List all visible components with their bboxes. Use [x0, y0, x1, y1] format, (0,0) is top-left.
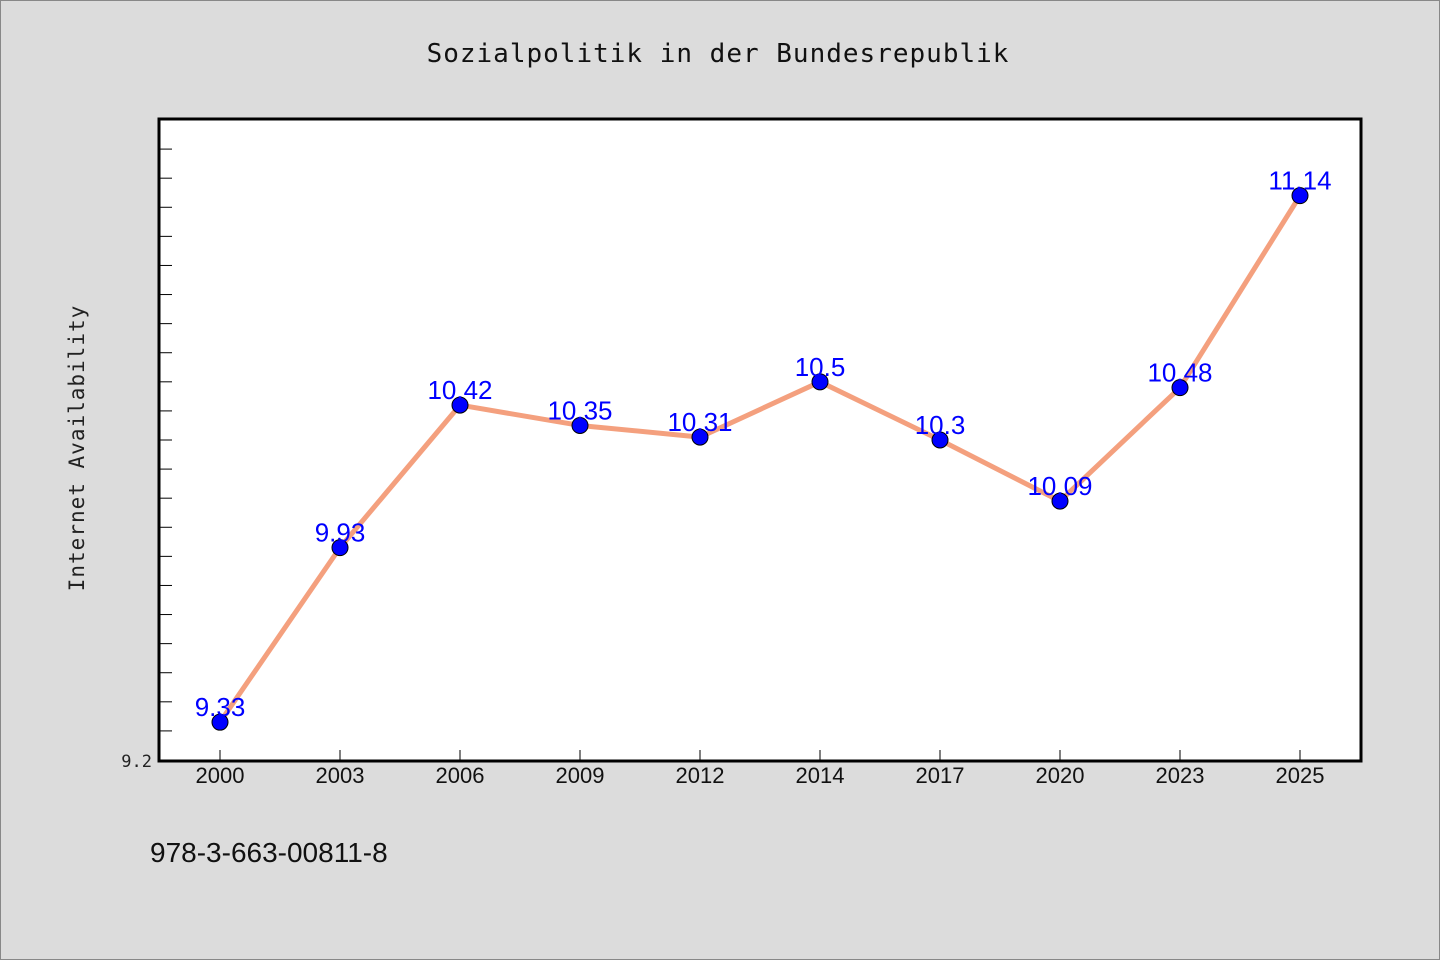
x-tick-label: 2020	[1036, 763, 1085, 788]
data-point	[1171, 379, 1189, 397]
data-label: 10.35	[547, 395, 612, 425]
x-tick-label: 2006	[436, 763, 485, 788]
chart-title: Sozialpolitik in der Bundesrepublik	[427, 39, 1010, 69]
y-axis-ticks	[160, 148, 172, 732]
x-axis-ticks: 2000 2003 2006 2009 2012 2014 2017 2020 2023 2025	[196, 750, 1325, 788]
data-point	[691, 428, 709, 446]
data-label: 10.5	[795, 352, 846, 382]
x-tick-label: 2012	[676, 763, 725, 788]
data-point	[1051, 492, 1069, 510]
data-label: 9.33	[195, 692, 246, 722]
data-point	[1291, 187, 1309, 205]
y-axis-label: Internet Availability	[65, 305, 89, 592]
data-label: 10.42	[427, 375, 492, 405]
plot-area	[157, 117, 1363, 763]
data-point	[331, 539, 349, 557]
data-label: 11.14	[1268, 166, 1331, 196]
data-label-layer: 9.33 9.93 10.42 10.35 10.31 10.5 10.3 10.09 10.4…	[195, 166, 1332, 723]
data-point	[571, 416, 589, 434]
data-point	[811, 373, 829, 391]
x-tick-label: 2000	[196, 763, 245, 788]
series-layer	[211, 187, 1309, 731]
data-point	[451, 396, 469, 414]
data-label: 10.09	[1027, 471, 1092, 501]
x-tick-label: 2017	[916, 763, 965, 788]
x-tick-label: 2014	[796, 763, 845, 788]
data-point	[931, 431, 949, 449]
data-label: 10.31	[667, 407, 732, 437]
data-label: 10.48	[1147, 358, 1212, 388]
x-tick-label: 2009	[556, 763, 605, 788]
data-label: 10.3	[915, 410, 966, 440]
y-tick-label: 9.2	[121, 752, 152, 772]
x-tick-label: 2003	[316, 763, 365, 788]
x-tick-label: 2023	[1156, 763, 1205, 788]
data-label: 9.93	[315, 518, 366, 548]
isbn-footnote: 978-3-663-00811-8	[150, 837, 388, 868]
x-tick-label: 2025	[1276, 763, 1325, 788]
series-line	[217, 193, 1303, 725]
data-point	[211, 713, 229, 731]
